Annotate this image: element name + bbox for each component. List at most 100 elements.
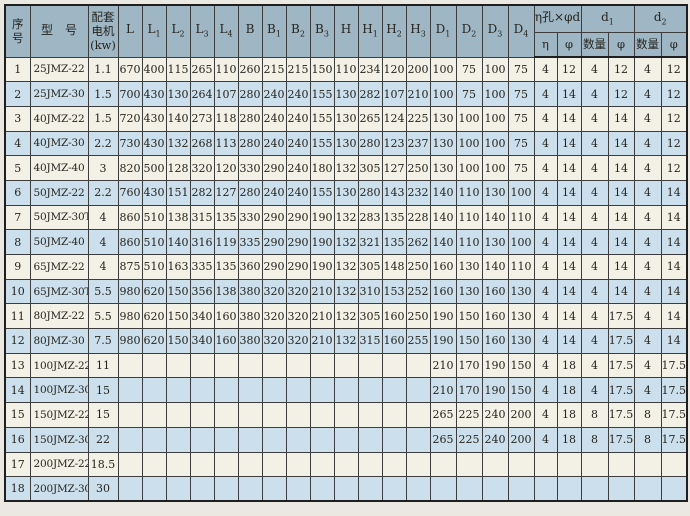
- cell-L: [117, 476, 143, 502]
- col-header-H3: H3: [405, 4, 431, 58]
- col-header-serial-line1: 序: [12, 16, 24, 31]
- cell-D3: 160: [481, 278, 509, 305]
- cell-B2: [285, 426, 311, 453]
- cell-model: 80JMZ-30: [29, 328, 89, 354]
- cell-D3: 130: [481, 229, 509, 255]
- col-header-H1: H1: [357, 4, 383, 58]
- cell-d1-qty: 4: [580, 352, 609, 379]
- cell-D3: 130: [481, 179, 509, 206]
- cell-d2-qty: 4: [633, 105, 662, 132]
- cell-H2: 123: [381, 130, 407, 157]
- cell-H1: 234: [357, 56, 383, 83]
- cell-H: 132: [333, 254, 359, 280]
- cell-L1: 510: [141, 229, 167, 255]
- cell-phi: 14: [556, 278, 582, 305]
- cell-phi: 14: [556, 179, 582, 206]
- cell-B3: [309, 377, 335, 404]
- cell-L2: 115: [165, 56, 191, 83]
- col-header-serial: 序号: [4, 4, 31, 58]
- col-header-D4: D4: [507, 4, 535, 58]
- cell-B3: 190: [309, 204, 335, 231]
- cell-B3: 210: [309, 278, 335, 305]
- dim-subscript: 2: [471, 29, 477, 39]
- dim-subscript: 2: [396, 29, 402, 39]
- cell-serial: 13: [4, 352, 31, 379]
- cell-H2: 135: [381, 229, 407, 255]
- cell-D1: 130: [429, 130, 457, 157]
- cell-motor-kw: 1.1: [87, 56, 119, 83]
- cell-L3: 340: [189, 303, 215, 330]
- cell-H3: [405, 377, 431, 404]
- cell-B1: 240: [261, 81, 287, 107]
- dim-label: B: [315, 22, 324, 37]
- cell-D3: [481, 451, 509, 478]
- cell-H3: 225: [405, 105, 431, 132]
- cell-H1: 315: [357, 328, 383, 354]
- cell-d1-dia: 14: [607, 278, 635, 305]
- col-header-phi: φ: [556, 31, 582, 58]
- cell-L4: 113: [213, 130, 239, 157]
- header-row-1: 序号型 号配套 电机 (kw) L L1 L2 L3 L4 B B1 B2 B3 H H1 H2 H3 D1 D2…: [4, 4, 688, 58]
- cell-eta: 4: [533, 179, 558, 206]
- cell-D4: 75: [507, 81, 535, 107]
- dim-label: L: [147, 22, 156, 37]
- cell-B1: 290: [261, 204, 287, 231]
- cell-d1-qty: 4: [580, 328, 609, 354]
- cell-phi: [556, 476, 582, 502]
- cell-eta: 4: [533, 229, 558, 255]
- cell-H3: 237: [405, 130, 431, 157]
- cell-H3: 252: [405, 278, 431, 305]
- cell-D2: [455, 476, 483, 502]
- cell-B2: [285, 377, 311, 404]
- cell-D1: 140: [429, 179, 457, 206]
- cell-model: 100JMZ-22: [29, 352, 89, 379]
- table-row: 11 80JMZ-22 5.5 980 620 150 340 160 380 320 320 210…: [4, 303, 688, 330]
- dim-label: D: [513, 22, 524, 37]
- cell-d1-qty: 4: [580, 179, 609, 206]
- cell-D4: 130: [507, 303, 535, 330]
- table-row: 13 100JMZ-22 11 210 170 190 150 4 18 4 17.5 4 17.5: [4, 352, 688, 379]
- cell-d1-dia: 14: [607, 204, 635, 231]
- cell-d2-dia: 14: [660, 179, 688, 206]
- cell-D2: 150: [455, 303, 483, 330]
- cell-H: 130: [333, 81, 359, 107]
- cell-L3: [189, 402, 215, 428]
- cell-serial: 5: [4, 155, 31, 181]
- cell-L1: [141, 476, 167, 502]
- cell-H3: [405, 426, 431, 453]
- cell-serial: 15: [4, 402, 31, 428]
- cell-B1: [261, 426, 287, 453]
- cell-d1-dia: 17.5: [607, 328, 635, 354]
- cell-serial: 3: [4, 105, 31, 132]
- cell-eta: 4: [533, 352, 558, 379]
- dim-subscript: 2: [299, 29, 305, 39]
- cell-D2: 75: [455, 81, 483, 107]
- cell-D2: 110: [455, 179, 483, 206]
- cell-H3: 210: [405, 81, 431, 107]
- cell-motor-kw: 2.2: [87, 130, 119, 157]
- col-header-d1-group: d1: [580, 4, 635, 33]
- dim-subscript: 3: [323, 29, 329, 39]
- cell-L1: [141, 377, 167, 404]
- table-row: 14 100JMZ-30 15 210 170 190 150 4 18 4 17.5 4 17.5: [4, 377, 688, 404]
- cell-H: 132: [333, 204, 359, 231]
- cell-L: 980: [117, 278, 143, 305]
- cell-D2: 100: [455, 155, 483, 181]
- cell-d2-qty: 4: [633, 278, 662, 305]
- cell-eta: 4: [533, 204, 558, 231]
- cell-phi: 14: [556, 229, 582, 255]
- cell-d1-dia: 14: [607, 254, 635, 280]
- cell-L1: 510: [141, 254, 167, 280]
- cell-B: 360: [237, 254, 263, 280]
- cell-L4: 127: [213, 179, 239, 206]
- cell-d2-qty: 4: [633, 229, 662, 255]
- dim-label: D: [487, 22, 498, 37]
- cell-d2-dia: 17.5: [660, 426, 688, 453]
- cell-L1: 430: [141, 130, 167, 157]
- cell-serial: 12: [4, 328, 31, 354]
- cell-D2: 130: [455, 278, 483, 305]
- cell-L3: 282: [189, 179, 215, 206]
- cell-B1: 320: [261, 303, 287, 330]
- cell-H1: [357, 476, 383, 502]
- cell-model: 200JMZ-22: [29, 451, 89, 478]
